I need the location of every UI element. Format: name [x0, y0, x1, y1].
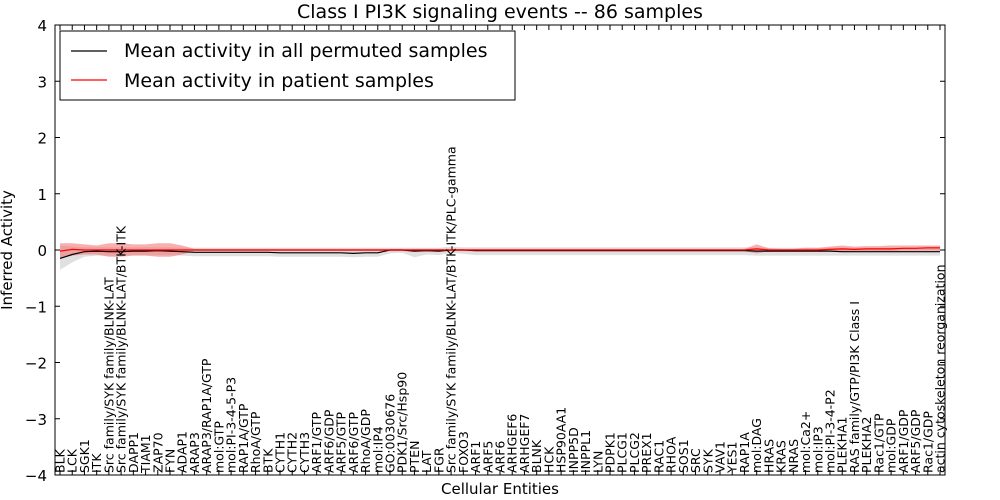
x-tick-label: ADAP1 [175, 431, 190, 473]
legend-label-patient: Mean activity in patient samples [124, 70, 434, 92]
chart-title: Class I PI3K signaling events -- 86 samp… [297, 1, 703, 23]
x-tick-label: FYN [163, 449, 178, 473]
x-tick-label: ZAP70 [150, 432, 165, 473]
x-tick-label: LYN [590, 451, 605, 473]
x-tick-label: RAC1 [651, 440, 666, 473]
x-tick-label: ARF5/GTP [334, 412, 349, 473]
series-lines [59, 247, 940, 259]
x-tick-label: mol:PI-3-4-P2 [823, 389, 838, 473]
x-tick-label: Src family/SYK family/BLNK-LAT/BTK-ITK [114, 225, 129, 473]
legend-box [59, 30, 516, 101]
y-tick-label: 1 [37, 186, 47, 204]
x-tick-label: Src family/SYK family/BLNK-LAT/BTK-ITK/P… [444, 146, 459, 473]
x-tick-label: RAP1A/GTP [236, 403, 251, 473]
y-tick-label: −2 [25, 355, 47, 373]
x-tick-label: ARF1/GDP [896, 409, 911, 473]
x-tick-label: ARAP3 [187, 432, 202, 473]
x-tick-label: YES1 [725, 442, 740, 474]
x-tick-label: TIAM1 [138, 434, 153, 474]
legend: Mean activity in all permuted samples Me… [59, 30, 516, 101]
x-tick-label: HRAS [761, 439, 776, 473]
x-tick-label: PTEN [407, 441, 422, 473]
y-axis-ticks: 4 3 2 1 0 −1 −2 −3 −4 [25, 17, 945, 485]
legend-label-permuted: Mean activity in all permuted samples [124, 40, 487, 62]
x-tick-label: ARF5/GDP [908, 409, 923, 473]
x-tick-label: PDPK1 [603, 432, 618, 473]
x-tick-label: KRAS [774, 440, 789, 473]
x-tick-label: PLEKHA2 [859, 416, 874, 473]
x-tick-label: CYTH3 [297, 432, 312, 473]
x-tick-label: DAPP1 [126, 432, 141, 473]
y-tick-label: 0 [37, 242, 47, 260]
y-tick-label: 3 [37, 73, 47, 91]
x-tick-label: mol:GDP [884, 418, 899, 473]
x-tick-label: mol:Ca2+ [798, 411, 813, 473]
x-tick-label: RhoA/GTP [248, 411, 263, 473]
x-tick-label: INPP5D [566, 427, 581, 473]
x-tick-label: mol:GTP [211, 421, 226, 473]
x-tick-label: ITK [89, 453, 104, 473]
y-tick-label: 2 [37, 130, 47, 148]
x-tick-label: ARF1/GTP [309, 412, 324, 473]
x-tick-label: CYTH2 [285, 432, 300, 473]
x-tick-label: GO:0030676 [383, 394, 398, 473]
x-tick-label: ARF6/GDP [321, 409, 336, 473]
x-tick-label: mol:PI-3-4-5-P3 [224, 377, 239, 473]
x-tick-label: LCK [65, 448, 80, 473]
x-tick-label: RAP1A [737, 432, 752, 473]
x-tick-label: PREX1 [639, 432, 654, 473]
x-tick-label: ARHGEF6 [505, 414, 520, 473]
patient-mean-line [59, 247, 940, 252]
x-tick-label: mol:DAG [749, 418, 764, 473]
x-tick-label: ARF1 [468, 441, 483, 473]
x-tick-label: BTK [260, 448, 275, 473]
x-tick-label: Src family/SYK family/BLNK-LAT [101, 277, 116, 473]
x-tick-label: ARAP3/RAP1A/GTP [199, 358, 214, 473]
x-tick-label: actin cytoskeleton reorganization [933, 264, 948, 473]
y-tick-label: −1 [25, 298, 47, 316]
x-tick-label: LAT [419, 450, 434, 473]
x-tick-label: SYK [700, 448, 715, 473]
x-tick-label: PLCG1 [615, 432, 630, 473]
x-tick-label: PLEKHA1 [835, 416, 850, 473]
y-tick-label: −3 [25, 411, 47, 429]
x-tick-label: ARF6/GTP [346, 412, 361, 473]
x-tick-label: HCK [541, 446, 556, 473]
x-tick-label: BLK [53, 448, 68, 473]
x-tick-label: ARHGEF7 [517, 414, 532, 473]
x-tick-label: FGR [431, 447, 446, 473]
x-tick-label: CYTH1 [273, 432, 288, 473]
x-tick-label: mol:IP4 [370, 426, 385, 473]
x-tick-label: Rac1/GDP [920, 411, 935, 473]
x-axis-label: Cellular Entities [441, 480, 559, 498]
x-tick-label: INPPL1 [578, 430, 593, 473]
y-tick-label: 4 [37, 17, 47, 35]
x-tick-label: RHOA [664, 436, 679, 473]
permuted-spread-band [60, 245, 940, 270]
x-tick-label: SGK1 [77, 439, 92, 473]
x-tick-label: ARF6 [493, 441, 508, 473]
x-tick-label: FOXO3 [456, 431, 471, 473]
y-tick-label: −4 [25, 467, 47, 485]
x-tick-label: BLNK [529, 439, 544, 473]
x-tick-label: RAS family/GTP/PI3K Class I [847, 301, 862, 473]
x-tick-label: PLCG2 [627, 432, 642, 473]
x-tick-label: VAV1 [713, 441, 728, 473]
x-tick-label: ARF5 [480, 441, 495, 473]
x-tick-label: NRAS [786, 439, 801, 473]
x-tick-label: mol:IP3 [810, 426, 825, 473]
x-tick-label: HSP90AA1 [554, 407, 569, 473]
x-tick-label: RhoA/GDP [358, 409, 373, 473]
x-tick-label: SOS1 [676, 439, 691, 473]
x-tick-label: Rac1/GTP [871, 413, 886, 473]
x-tick-label: PDK1/Src/Hsp90 [395, 372, 410, 473]
y-axis-label: Inferred Activity [0, 190, 16, 310]
x-tick-label: SRC [688, 448, 703, 473]
